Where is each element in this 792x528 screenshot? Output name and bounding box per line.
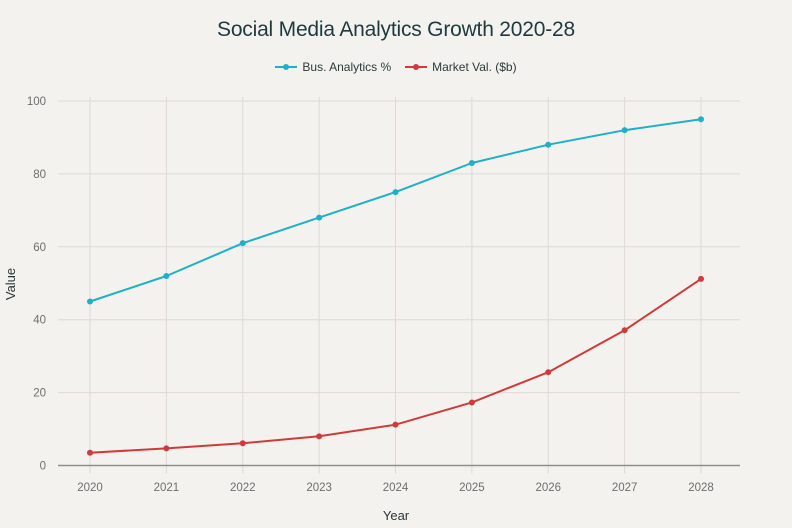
data-point[interactable]	[163, 445, 170, 452]
legend-swatch-bus-analytics	[275, 62, 298, 72]
legend-label-bus-analytics: Bus. Analytics %	[302, 60, 392, 74]
y-tick-label: 40	[33, 315, 46, 327]
y-tick-label: 20	[33, 388, 46, 400]
series	[87, 116, 704, 456]
axes: 0 20 40 60 80 100 2020 2021 2022 2023 2024 2025 2026…	[27, 96, 740, 494]
x-tick-label: 2026	[535, 482, 561, 494]
legend-swatch-market-val	[405, 62, 428, 72]
data-point[interactable]	[468, 399, 475, 406]
y-tick-label: 100	[27, 96, 46, 108]
x-tick-label: 2022	[230, 482, 256, 494]
x-tick-label: 2021	[154, 482, 180, 494]
data-point[interactable]	[392, 189, 399, 196]
data-point[interactable]	[316, 214, 323, 221]
grid	[58, 97, 740, 474]
legend-item-bus-analytics[interactable]: Bus. Analytics %	[275, 60, 391, 74]
x-tick-label: 2028	[688, 482, 714, 494]
chart-title: Social Media Analytics Growth 2020-28	[217, 18, 575, 41]
data-point[interactable]	[545, 141, 552, 148]
data-point[interactable]	[239, 440, 246, 447]
data-point[interactable]	[621, 327, 628, 334]
data-point[interactable]	[316, 433, 323, 440]
data-point[interactable]	[392, 421, 399, 428]
x-tick-label: 2027	[612, 482, 638, 494]
data-point[interactable]	[87, 449, 93, 456]
legend-label-market-val: Market Val. ($b)	[432, 60, 517, 74]
data-point[interactable]	[698, 116, 704, 123]
x-axis-title: Year	[383, 508, 410, 523]
legend: Bus. Analytics % Market Val. ($b)	[0, 60, 792, 74]
data-point[interactable]	[621, 127, 628, 134]
data-point[interactable]	[87, 298, 93, 305]
x-tick-label: 2020	[77, 482, 103, 494]
y-axis-title: Value	[3, 268, 18, 300]
data-point[interactable]	[698, 275, 704, 282]
y-tick-label: 80	[33, 169, 46, 181]
x-tick-label: 2025	[459, 482, 485, 494]
data-point[interactable]	[468, 159, 475, 166]
legend-item-market-val[interactable]: Market Val. ($b)	[405, 60, 517, 74]
y-tick-label: 0	[40, 461, 46, 473]
x-tick-label: 2024	[383, 482, 409, 494]
data-point[interactable]	[163, 272, 170, 279]
y-tick-label: 60	[33, 242, 46, 254]
data-point[interactable]	[239, 240, 246, 247]
data-point[interactable]	[545, 369, 552, 376]
x-tick-label: 2023	[306, 482, 332, 494]
